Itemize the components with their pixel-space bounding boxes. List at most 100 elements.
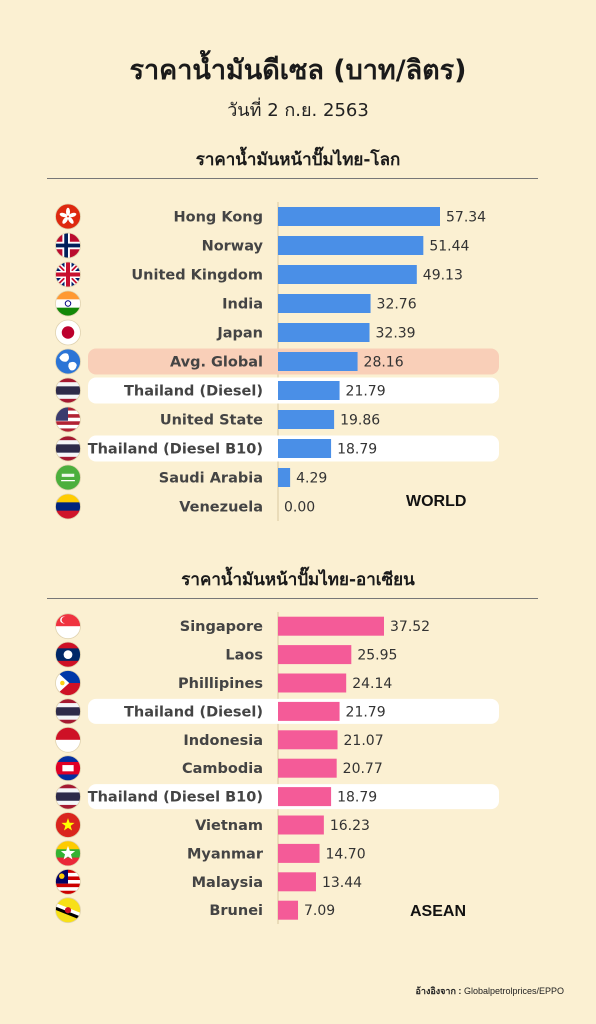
value-label: 51.44 <box>429 239 469 255</box>
value-label: 13.44 <box>322 875 362 891</box>
uk-flag-icon <box>55 261 81 288</box>
category-label: Brunei <box>209 903 263 919</box>
category-label: Hong Kong <box>174 210 264 226</box>
value-label: 21.07 <box>344 733 384 749</box>
saudi-arabia-flag-icon <box>55 464 81 491</box>
thailand-flag-icon <box>55 377 81 404</box>
category-label: Venezuela <box>179 500 263 516</box>
value-label: 14.70 <box>326 846 366 862</box>
indonesia-flag-icon <box>55 726 81 753</box>
category-label: Thailand (Diesel B10) <box>88 442 263 458</box>
value-label: 20.77 <box>343 761 383 777</box>
source-text: Globalpetrolprices/EPPO <box>463 986 564 996</box>
value-label: 18.79 <box>337 442 377 458</box>
bar <box>278 787 332 807</box>
asean-tag: ASEAN <box>410 903 467 920</box>
asean-section-rule <box>47 598 538 599</box>
category-label: United Kingdom <box>131 268 263 284</box>
bar <box>278 701 340 721</box>
value-label: 21.79 <box>346 704 386 720</box>
world-tag: WORLD <box>406 493 467 510</box>
category-label: Indonesia <box>183 733 263 749</box>
bar <box>278 730 338 750</box>
hong-kong-flag-icon <box>55 203 81 230</box>
singapore-flag-icon <box>55 613 81 640</box>
malaysia-flag-icon <box>55 868 81 895</box>
myanmar-flag-icon <box>55 840 81 867</box>
category-label: Singapore <box>180 619 263 635</box>
source-note: อ้างอิงจาก : Globalpetrolprices/EPPO <box>416 984 565 998</box>
category-label: Saudi Arabia <box>159 471 263 487</box>
category-label: Avg. Global <box>170 355 263 371</box>
bar <box>278 294 371 313</box>
category-label: Cambodia <box>182 761 263 777</box>
world-chart: Hong Kong 57.34 Norway 51.44 United Kingdom 4… <box>0 202 596 522</box>
bar <box>278 410 335 429</box>
bar <box>278 616 385 636</box>
value-label: 19.86 <box>340 413 380 429</box>
page-title: ราคาน้ำมันดีเซล (บาท/ลิตร) <box>129 55 467 86</box>
bar <box>278 673 347 693</box>
value-label: 24.14 <box>352 676 392 692</box>
bar <box>278 352 358 371</box>
category-label: Thailand (Diesel) <box>124 384 263 400</box>
category-label: United State <box>160 413 263 429</box>
bar <box>278 439 332 458</box>
bar <box>278 381 340 400</box>
value-label: 21.79 <box>346 384 386 400</box>
vietnam-flag-icon <box>55 812 81 838</box>
page-subtitle: วันที่ 2 ก.ย. 2563 <box>227 100 369 121</box>
value-label: 57.34 <box>446 210 486 226</box>
category-label: Vietnam <box>195 818 263 834</box>
bar <box>278 323 370 342</box>
philippines-flag-icon <box>55 670 81 696</box>
world-section-rule <box>47 178 538 179</box>
usa-flag-icon <box>55 406 81 433</box>
japan-flag-icon <box>55 319 81 346</box>
asean-section-heading: ราคาน้ำมันหน้าปั๊มไทย-อาเซียน <box>181 570 415 590</box>
category-label: Malaysia <box>192 875 263 891</box>
value-label: 28.16 <box>364 355 404 371</box>
source-label: อ้างอิงจาก : <box>415 986 462 996</box>
value-label: 49.13 <box>423 268 463 284</box>
thailand-flag-icon <box>55 435 81 462</box>
value-label: 7.09 <box>304 903 335 919</box>
norway-flag-icon <box>55 232 81 259</box>
cambodia-flag-icon <box>55 755 81 782</box>
category-label: Myanmar <box>187 846 264 862</box>
globe-icon <box>55 348 81 375</box>
category-label: India <box>222 297 263 313</box>
category-label: Norway <box>202 239 264 255</box>
india-flag-icon <box>55 290 81 317</box>
category-label: Laos <box>225 648 263 664</box>
value-label: 18.79 <box>337 790 377 806</box>
value-label: 0.00 <box>284 500 315 516</box>
value-label: 37.52 <box>390 619 430 635</box>
bar <box>278 468 291 487</box>
brunei-flag-icon <box>55 897 81 924</box>
category-label: Thailand (Diesel B10) <box>88 790 263 806</box>
bar <box>278 207 440 226</box>
value-label: 32.39 <box>376 326 416 342</box>
value-label: 16.23 <box>330 818 370 834</box>
thailand-flag-icon <box>55 783 81 810</box>
bar <box>278 645 352 665</box>
category-label: Phillipines <box>178 676 263 692</box>
bar <box>278 900 299 920</box>
category-label: Japan <box>216 326 263 342</box>
bar <box>278 815 324 835</box>
asean-bar-chart: Singapore 37.52 Laos 25.95 Phillipines 24.14 T… <box>55 612 499 924</box>
venezuela-flag-icon <box>55 493 81 520</box>
bar <box>278 843 320 863</box>
world-bar-chart: Hong Kong 57.34 Norway 51.44 United Kingdom 4… <box>55 202 499 521</box>
laos-flag-icon <box>55 641 81 668</box>
asean-chart: Singapore 37.52 Laos 25.95 Phillipines 24.14 T… <box>0 612 596 924</box>
category-label: Thailand (Diesel) <box>124 704 263 720</box>
thailand-flag-icon <box>55 698 81 725</box>
value-label: 25.95 <box>357 648 397 664</box>
bar <box>278 236 424 255</box>
bar <box>278 872 316 892</box>
bar <box>278 758 337 778</box>
bar <box>278 265 417 284</box>
value-label: 4.29 <box>296 471 327 487</box>
